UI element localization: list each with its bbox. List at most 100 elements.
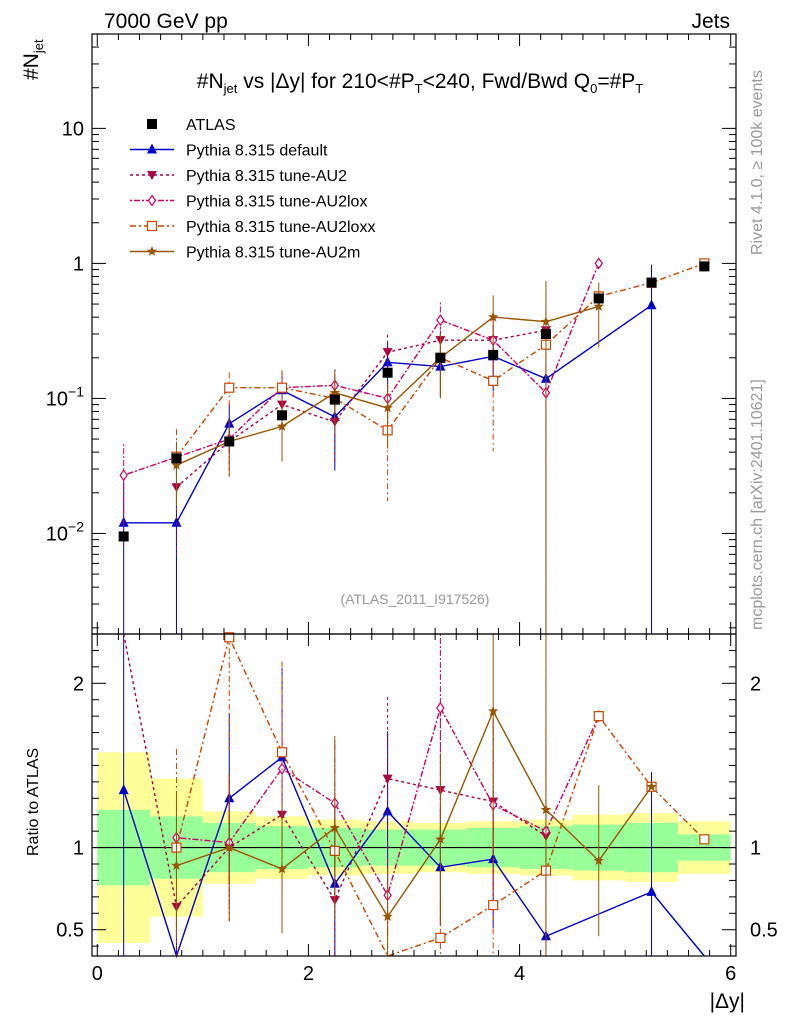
atlas-point [540,329,551,339]
ratio-point [435,833,446,844]
y-tick-label: 10−1 [46,383,84,410]
ratio-point [593,855,604,866]
atlas-point [699,261,710,272]
legend-marker [147,143,157,154]
data-point [540,316,552,327]
ratio-point [699,834,710,845]
legend-marker [147,119,157,129]
legend-label: Pythia 8.315 tune-AU2m [186,245,360,262]
ratio-point [646,885,657,896]
ratio-point [382,805,393,816]
series-5-main [171,281,604,634]
legend-label: Pythia 8.315 tune-AU2loxx [186,219,375,236]
ratio-point [646,781,657,792]
header-left: 7000 GeV pp [104,10,228,33]
atlas-point [488,349,499,360]
series-5-ratio [171,634,657,956]
data-point [594,257,603,270]
atlas-points [118,261,710,542]
x-tick-label: 2 [303,963,314,985]
data-point [171,459,182,470]
atlas-point [118,531,129,542]
atlas-point [382,367,393,378]
atlas-point [224,436,235,447]
data-point [382,402,393,413]
series-line [123,263,600,476]
data-point [171,516,182,527]
chart-title: #Njet vs |Δy| for 210<#PT<240, Fwd/Bwd Q… [197,70,644,96]
series-3-main [119,257,603,634]
data-point [488,375,499,386]
data-point [382,348,393,358]
data-point [646,299,657,310]
atlas-point [593,293,604,304]
title-sub-jet: jet [223,81,238,96]
legend-marker [147,194,157,207]
title-sub-t2: T [635,81,643,96]
ratio-point [435,932,446,944]
data-point [487,311,499,322]
rivet-label: Rivet 4.1.0, ≥ 100k events [749,70,766,255]
ratio-point [540,804,552,815]
data-point [436,314,445,327]
ratio-point [382,774,393,784]
ratio-y-tick-label: 2 [73,673,84,695]
y-tick-base: 1 [73,253,84,275]
legend-marker [146,220,158,232]
legend: ATLAS Pythia 8.315 default Pythia 8.315 tu… [130,117,375,262]
analysis-tag: (ATLAS_2011_I917526) [341,591,490,607]
legend-label: ATLAS [186,117,236,134]
header-right: Jets [691,10,730,33]
mcplots-label: mcplots.cern.ch [arXiv:2401.10621] [749,379,766,630]
data-point [119,469,128,482]
data-point [276,382,288,393]
title-main: vs |Δy| for 210<#P [237,70,414,93]
ratio-y-tick-label-right: 2 [750,673,761,695]
y-tick-label: 10 [62,118,84,140]
x-tick-label: 0 [92,963,103,985]
legend-label: Pythia 8.315 default [186,143,328,160]
y-axis-label-main: #N [20,53,43,80]
x-tick-label: 4 [514,963,525,985]
ratio-point [224,632,235,643]
ratio-point [382,911,393,921]
y-axis-label: #Njet [20,39,46,80]
ratio-point [224,842,235,852]
ratio-line [176,709,653,918]
legend-label: Pythia 8.315 tune-AU2 [186,168,347,185]
y-tick-base: 10 [46,523,68,545]
data-point [593,300,604,311]
data-point [224,382,235,393]
y-tick-exp: −2 [68,518,84,534]
ratio-y-tick-label: 0.5 [56,920,84,942]
atlas-point [171,453,182,464]
ratio-y-tick-label-right: 1 [750,838,761,860]
atlas-point [435,352,446,363]
legend-label: Pythia 8.315 tune-AU2lox [186,194,367,211]
y-tick-label: 1 [73,253,84,275]
series-line [123,304,652,524]
atlas-point [329,394,340,405]
ratio-point [487,705,499,716]
ratio-y-tick-label: 1 [73,838,84,860]
ratio-point [593,711,604,722]
title-sub-t1: T [415,81,423,96]
data-point [329,387,341,398]
y-tick-base: 10 [62,118,84,140]
ratio-point [276,747,288,758]
main-panel [118,257,710,634]
y-tick-label: 10−2 [46,518,84,545]
title-prefix: #N [197,70,224,93]
x-axis-label: |Δy| [710,990,745,1013]
title-tail: <240, Fwd/Bwd Q [423,70,591,93]
legend-marker [146,246,158,256]
y-tick-exp: −1 [68,383,84,399]
data-point [276,421,288,431]
ratio-point [276,863,288,874]
ratio-y-axis-label: Ratio to ATLAS [25,748,42,856]
y-axis-label-sub: jet [31,39,46,54]
ratio-y-tick-label-right: 0.5 [750,920,778,942]
title-sub-zero: 0 [590,81,597,96]
